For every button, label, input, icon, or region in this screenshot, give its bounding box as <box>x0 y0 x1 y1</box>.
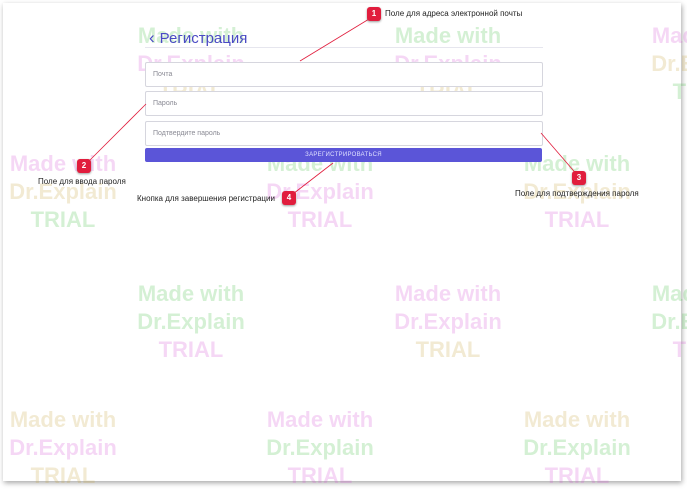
page-title-text: Регистрация <box>159 29 248 47</box>
callout-badge-1: 1 <box>367 7 381 21</box>
callout-badge-4: 4 <box>282 191 296 205</box>
callout-line-3 <box>540 132 580 178</box>
callout-line-2 <box>83 103 147 167</box>
callout-line-1 <box>299 15 375 62</box>
email-field[interactable] <box>146 64 540 85</box>
confirm-password-field-container <box>145 121 543 146</box>
password-field-container <box>145 91 543 116</box>
page-title: ‹ Регистрация <box>149 28 247 48</box>
register-button[interactable]: ЗАРЕГИСТРИРОВАТЬСЯ <box>145 148 542 162</box>
callout-line-4 <box>288 162 334 198</box>
password-field[interactable] <box>146 93 540 114</box>
confirm-password-field[interactable] <box>146 123 540 144</box>
callout-text-1: Поле для адреса электронной почты <box>385 9 523 18</box>
callout-badge-2: 2 <box>77 159 91 173</box>
callout-text-2: Поле для ввода пароля <box>38 177 126 186</box>
callout-text-4: Кнопка для завершения регистрации <box>137 194 275 203</box>
callout-badge-3: 3 <box>572 171 586 185</box>
back-chevron-icon[interactable]: ‹ <box>149 28 155 47</box>
email-field-container <box>145 62 543 87</box>
callout-text-3: Поле для подтверждения пароля <box>515 189 639 198</box>
title-divider <box>145 47 543 48</box>
